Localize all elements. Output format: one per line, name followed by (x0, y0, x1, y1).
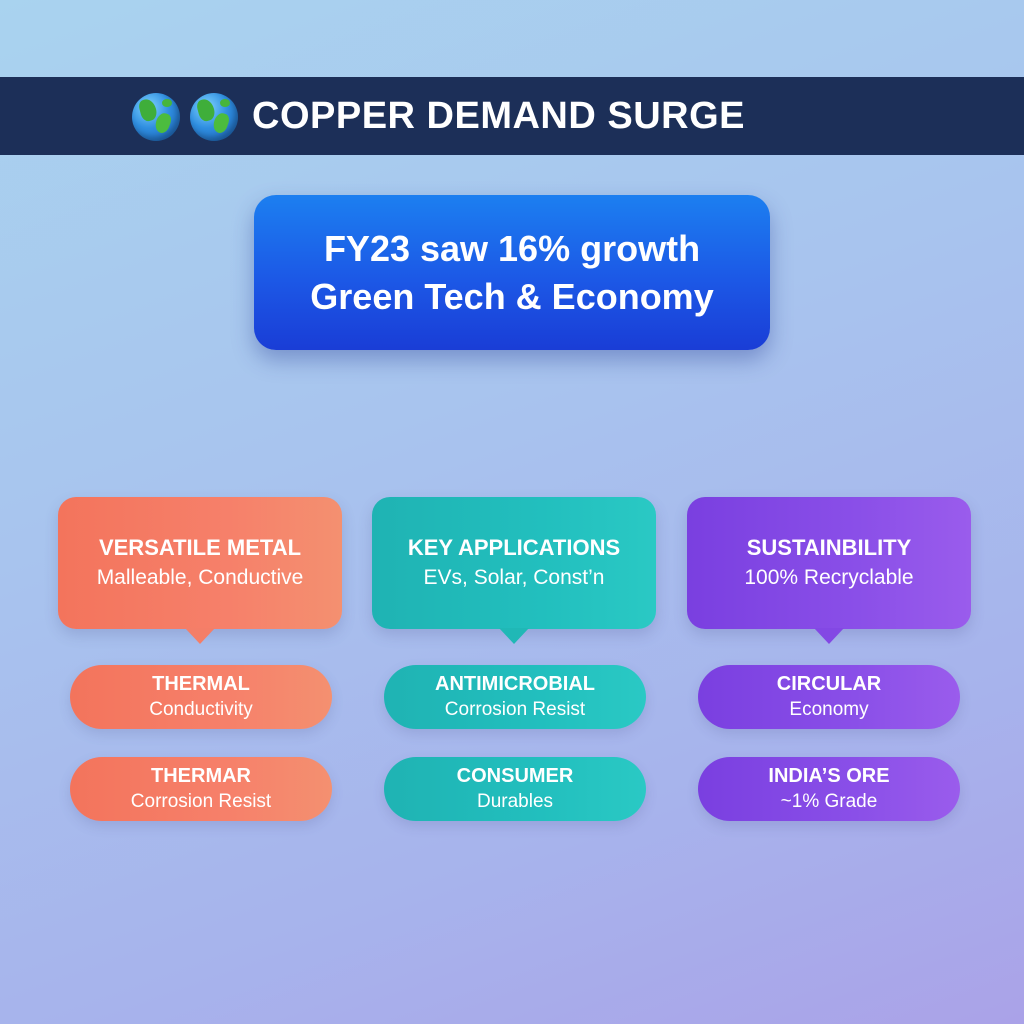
pill-subtitle: Conductivity (149, 699, 253, 720)
pill-antimicrobial: ANTIMICROBIAL Corrosion Resist (384, 665, 646, 729)
pill-thermar: THERMAR Corrosion Resist (70, 757, 332, 821)
pill-title: THERMAR (151, 765, 251, 787)
pill-title: CIRCULAR (776, 673, 882, 695)
card-title: SUSTAINBILITY (746, 535, 912, 560)
card-key-applications: KEY APPLICATIONS EVs, Solar, Const’n (372, 497, 656, 644)
card-subtitle: Malleable, Conductive (96, 566, 304, 589)
card-title: VERSATILE METAL (98, 535, 302, 560)
card-versatile-metal: VERSATILE METAL Malleable, Conductive (58, 497, 342, 644)
card-subtitle: 100% Recryclable (744, 566, 914, 589)
pill-subtitle: Durables (476, 791, 554, 812)
pill-circular: CIRCULAR Economy (698, 665, 960, 729)
headline-line-2: Green Tech & Economy (310, 275, 714, 317)
pill-subtitle: Corrosion Resist (444, 699, 586, 720)
card-subtitle: EVs, Solar, Const’n (423, 566, 605, 589)
globe-icon (132, 93, 180, 141)
pill-consumer: CONSUMER Durables (384, 757, 646, 821)
title-bar: COPPER DEMAND SURGE (0, 77, 1024, 155)
globe-icons (132, 93, 238, 141)
pill-thermal: THERMAL Conductivity (70, 665, 332, 729)
pill-title: ANTIMICROBIAL (435, 673, 595, 695)
pill-subtitle: ~1% Grade (780, 791, 878, 812)
pill-subtitle: Economy (789, 699, 869, 720)
pill-subtitle: Corrosion Resist (130, 791, 272, 812)
page-title: COPPER DEMAND SURGE (252, 95, 745, 137)
headline-line-1: FY23 saw 16% growth (323, 227, 701, 269)
globe-icon (190, 93, 238, 141)
pill-title: CONSUMER (456, 765, 574, 787)
pill-title: INDIA’S ORE (768, 765, 890, 787)
card-title: KEY APPLICATIONS (407, 535, 621, 560)
card-sustainability: SUSTAINBILITY 100% Recryclable (687, 497, 971, 644)
headline-box: FY23 saw 16% growth Green Tech & Economy (254, 195, 770, 350)
pill-title: THERMAL (152, 673, 250, 695)
pill-indias-ore: INDIA’S ORE ~1% Grade (698, 757, 960, 821)
